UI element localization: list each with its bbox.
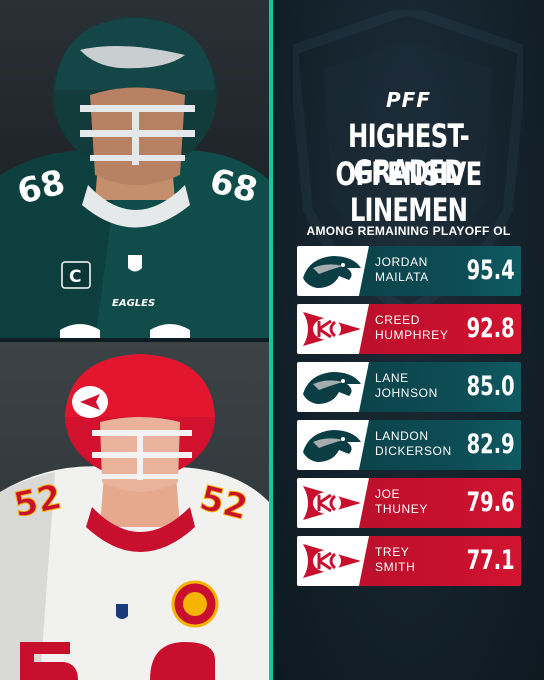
- team-logo-box: [297, 362, 369, 412]
- photo-divider: [0, 338, 269, 344]
- player-last-name: THUNEY: [375, 502, 428, 516]
- player-last-name: DICKERSON: [375, 444, 452, 458]
- background-shield-watermark: [293, 10, 523, 310]
- player-grade: 85.0: [467, 371, 515, 402]
- player-first-name: LANE: [375, 371, 409, 385]
- player-name: JOE THUNEY: [375, 487, 470, 517]
- chiefs-player-photo: 52 52: [0, 342, 269, 680]
- kc-arrowhead-icon: [303, 312, 361, 346]
- chiefs-player-illustration: 52 52: [0, 354, 269, 680]
- player-name: JORDAN MAILATA: [375, 255, 470, 285]
- shoulder-number-left-chiefs: 52: [10, 477, 65, 526]
- player-last-name: HUMPHREY: [375, 328, 449, 342]
- player-first-name: LANDON: [375, 429, 429, 443]
- player-row: CREED HUMPHREY 92.8: [297, 304, 521, 354]
- player-name: CREED HUMPHREY: [375, 313, 470, 343]
- player-grade: 77.1: [467, 545, 515, 576]
- player-grade: 92.8: [467, 313, 515, 344]
- player-last-name: MAILATA: [375, 270, 429, 284]
- player-grade: 79.6: [467, 487, 515, 518]
- kc-arrowhead-icon: [303, 486, 361, 520]
- player-grade: 95.4: [467, 255, 515, 286]
- player-first-name: CREED: [375, 313, 421, 327]
- title-line-2: OFFENSIVE LINEMEN: [335, 155, 482, 229]
- player-last-name: SMITH: [375, 560, 416, 574]
- player-row: JOE THUNEY 79.6: [297, 478, 521, 528]
- title-line-1: HIGHEST-GRADED: [348, 117, 470, 191]
- player-first-name: TREY: [375, 545, 410, 559]
- player-last-name: JOHNSON: [375, 386, 438, 400]
- rankings-panel: PFF HIGHEST-GRADED OFFENSIVE LINEMEN AMO…: [273, 0, 544, 680]
- player-first-name: JORDAN: [375, 255, 428, 269]
- player-first-name: JOE: [375, 487, 401, 501]
- eagle-head-icon: [303, 430, 361, 462]
- player-name: LANE JOHNSON: [375, 371, 470, 401]
- team-logo-box: [297, 420, 369, 470]
- player-row: LANDON DICKERSON 82.9: [297, 420, 521, 470]
- player-name: TREY SMITH: [375, 545, 470, 575]
- eagle-head-icon: [303, 256, 361, 288]
- team-logo-box: [297, 536, 369, 586]
- team-logo-box: [297, 304, 369, 354]
- eagle-head-icon: [303, 372, 361, 404]
- player-name: LANDON DICKERSON: [375, 429, 470, 459]
- pff-logo: PFF: [386, 88, 431, 112]
- team-logo-box: [297, 246, 369, 296]
- kc-arrowhead-icon: [303, 544, 361, 578]
- captain-patch: C: [69, 267, 81, 287]
- team-wordmark: EAGLES: [112, 298, 155, 309]
- eagles-player-illustration: 68 68 C EAGLES: [0, 17, 269, 342]
- team-logo-box: [297, 478, 369, 528]
- subtitle: AMONG REMAINING PLAYOFF OL: [306, 224, 511, 238]
- player-row: LANE JOHNSON 85.0: [297, 362, 521, 412]
- eagles-player-photo: 68 68 C EAGLES: [0, 0, 269, 342]
- player-row: JORDAN MAILATA 95.4: [297, 246, 521, 296]
- accent-divider: [269, 0, 273, 680]
- player-grade: 82.9: [467, 429, 515, 460]
- player-row: TREY SMITH 77.1: [297, 536, 521, 586]
